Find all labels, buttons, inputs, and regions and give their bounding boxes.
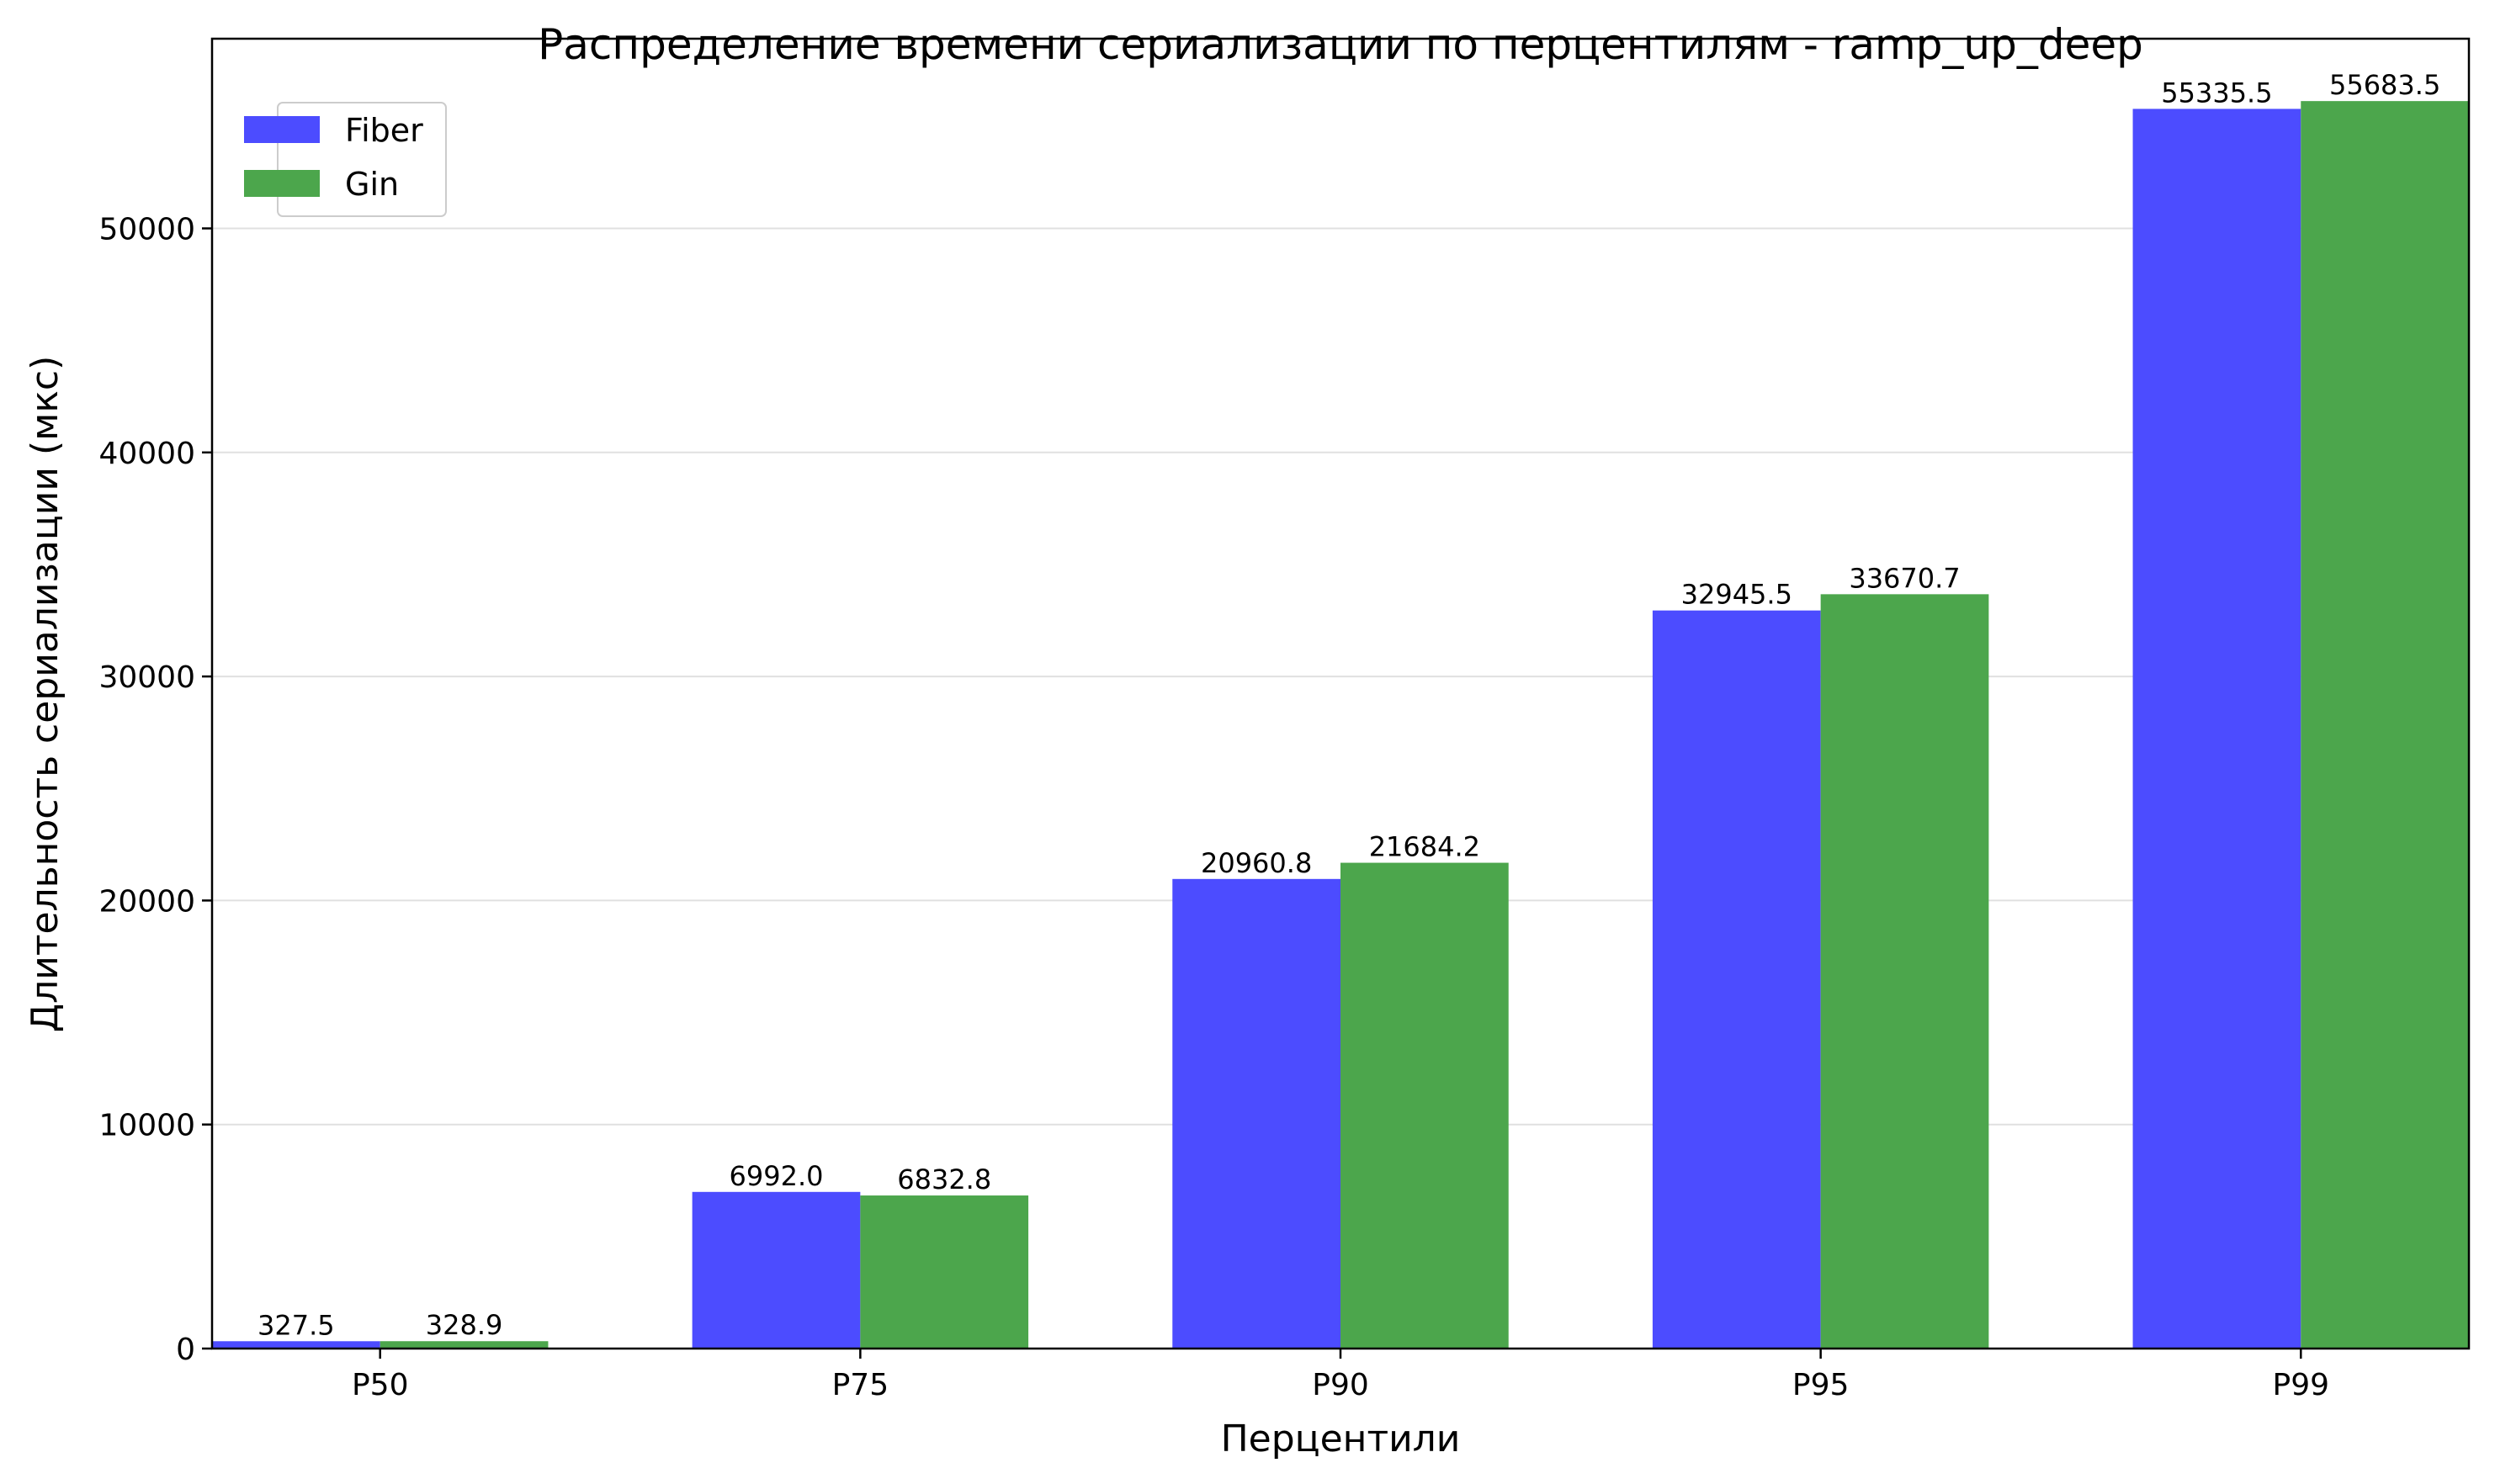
legend-swatch-fiber xyxy=(244,116,320,143)
y-tick-label: 20000 xyxy=(98,884,195,919)
bar-gin xyxy=(2301,101,2469,1349)
bar-value-labels: 327.5 328.9 6992.0 6832.8 20960.8 21684.2 3294… xyxy=(257,69,2440,1341)
x-axis-label: Перцентили xyxy=(1221,1418,1461,1460)
y-axis-label: Длительность сериализации (мкс) xyxy=(24,356,66,1033)
bar-value-label: 21684.2 xyxy=(1369,831,1480,863)
legend-label-fiber: Fiber xyxy=(345,112,423,149)
y-tick-label: 40000 xyxy=(98,437,195,471)
bar-value-label: 32945.5 xyxy=(1681,579,1792,611)
axis-ticks: 0 10000 20000 30000 40000 50000 P50 P75 P90 P95 P9… xyxy=(98,213,2329,1402)
x-tick-label: P50 xyxy=(352,1368,409,1402)
bar-value-label: 33670.7 xyxy=(1849,562,1960,594)
x-tick-label: P75 xyxy=(832,1368,889,1402)
x-tick-label: P90 xyxy=(1312,1368,1369,1402)
y-tick-label: 0 xyxy=(176,1333,195,1367)
legend: Fiber Gin xyxy=(244,102,447,217)
bar-fiber xyxy=(212,1341,380,1349)
bar-value-label: 20960.8 xyxy=(1201,847,1312,879)
bar-value-label: 328.9 xyxy=(426,1309,503,1341)
bar-value-label: 327.5 xyxy=(257,1309,335,1341)
bar-gin xyxy=(1820,594,1989,1349)
bar-gin xyxy=(860,1195,1029,1349)
bar-value-label: 6832.8 xyxy=(897,1163,991,1195)
bar-value-label: 55683.5 xyxy=(2329,69,2440,101)
bar-fiber xyxy=(1652,610,1821,1349)
bar-fiber xyxy=(2132,109,2301,1349)
bar-fiber xyxy=(692,1191,861,1349)
y-tick-label: 50000 xyxy=(98,213,195,247)
y-tick-label: 30000 xyxy=(98,660,195,695)
bar-value-label: 6992.0 xyxy=(730,1160,824,1192)
bar-value-label: 55335.5 xyxy=(2161,77,2272,109)
x-tick-label: P99 xyxy=(2273,1368,2330,1402)
bar-gin xyxy=(380,1341,549,1349)
bar-gin xyxy=(1340,862,1509,1349)
bars xyxy=(212,101,2469,1349)
chart-title: Распределение времени сериализации по пе… xyxy=(538,20,2143,69)
bar-fiber xyxy=(1172,878,1340,1349)
y-tick-label: 10000 xyxy=(98,1109,195,1143)
x-tick-label: P95 xyxy=(1792,1368,1850,1402)
legend-swatch-gin xyxy=(244,170,320,197)
legend-label-gin: Gin xyxy=(345,166,399,203)
